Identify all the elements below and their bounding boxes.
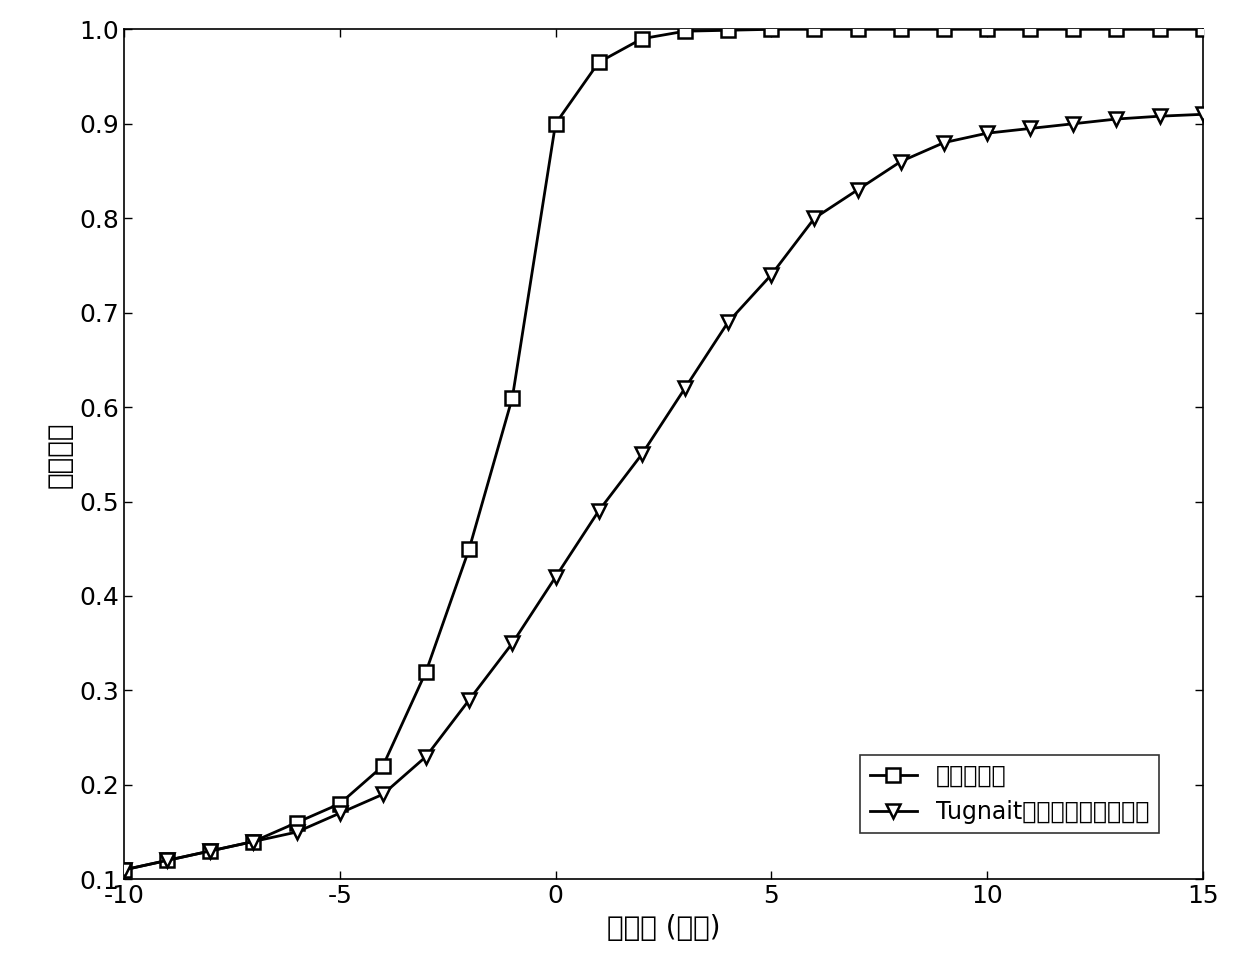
Tugnait提出的频谱感知方法 bbox=[461, 694, 476, 705]
Y-axis label: 检测概率: 检测概率 bbox=[46, 421, 73, 488]
Line: Tugnait提出的频谱感知方法: Tugnait提出的频谱感知方法 bbox=[117, 107, 1210, 876]
本发明方法 bbox=[591, 57, 606, 68]
Tugnait提出的频谱感知方法 bbox=[591, 505, 606, 517]
本发明方法 bbox=[376, 760, 391, 772]
Tugnait提出的频谱感知方法 bbox=[160, 855, 175, 867]
本发明方法 bbox=[980, 23, 994, 35]
Tugnait提出的频谱感知方法 bbox=[807, 212, 822, 224]
Legend: 本发明方法, Tugnait提出的频谱感知方法: 本发明方法, Tugnait提出的频谱感知方法 bbox=[861, 755, 1158, 833]
Tugnait提出的频谱感知方法 bbox=[332, 807, 347, 819]
Tugnait提出的频谱感知方法 bbox=[1023, 122, 1038, 134]
本发明方法 bbox=[117, 864, 131, 875]
Tugnait提出的频谱感知方法 bbox=[677, 382, 692, 394]
Tugnait提出的频谱感知方法 bbox=[419, 750, 434, 762]
Line: 本发明方法: 本发明方法 bbox=[117, 22, 1210, 876]
Tugnait提出的频谱感知方法 bbox=[1195, 108, 1210, 120]
本发明方法 bbox=[764, 23, 779, 35]
Tugnait提出的频谱感知方法 bbox=[548, 572, 563, 583]
本发明方法 bbox=[807, 23, 822, 35]
Tugnait提出的频谱感知方法 bbox=[893, 155, 908, 167]
本发明方法 bbox=[246, 835, 260, 847]
Tugnait提出的频谱感知方法 bbox=[505, 637, 520, 649]
本发明方法 bbox=[635, 33, 650, 45]
本发明方法 bbox=[548, 118, 563, 130]
本发明方法 bbox=[1066, 23, 1081, 35]
本发明方法 bbox=[160, 855, 175, 867]
Tugnait提出的频谱感知方法 bbox=[720, 317, 735, 328]
Tugnait提出的频谱感知方法 bbox=[289, 827, 304, 838]
Tugnait提出的频谱感知方法 bbox=[1066, 118, 1081, 130]
Tugnait提出的频谱感知方法 bbox=[635, 448, 650, 460]
Tugnait提出的频谱感知方法 bbox=[1152, 110, 1167, 122]
本发明方法 bbox=[893, 23, 908, 35]
X-axis label: 信噪比 (分贝): 信噪比 (分贝) bbox=[606, 913, 720, 942]
Tugnait提出的频谱感知方法 bbox=[764, 269, 779, 280]
本发明方法 bbox=[505, 392, 520, 404]
Tugnait提出的频谱感知方法 bbox=[246, 835, 260, 847]
本发明方法 bbox=[1109, 23, 1123, 35]
本发明方法 bbox=[851, 23, 866, 35]
本发明方法 bbox=[1195, 23, 1210, 35]
本发明方法 bbox=[419, 665, 434, 677]
本发明方法 bbox=[332, 798, 347, 810]
Tugnait提出的频谱感知方法 bbox=[1109, 113, 1123, 125]
Tugnait提出的频谱感知方法 bbox=[851, 184, 866, 195]
Tugnait提出的频谱感知方法 bbox=[376, 788, 391, 800]
本发明方法 bbox=[720, 24, 735, 36]
本发明方法 bbox=[203, 845, 218, 857]
本发明方法 bbox=[677, 25, 692, 37]
本发明方法 bbox=[1152, 23, 1167, 35]
Tugnait提出的频谱感知方法 bbox=[980, 127, 994, 139]
本发明方法 bbox=[289, 817, 304, 828]
Tugnait提出的频谱感知方法 bbox=[117, 864, 131, 875]
本发明方法 bbox=[936, 23, 951, 35]
本发明方法 bbox=[461, 543, 476, 555]
本发明方法 bbox=[1023, 23, 1038, 35]
Tugnait提出的频谱感知方法 bbox=[203, 845, 218, 857]
Tugnait提出的频谱感知方法 bbox=[936, 137, 951, 149]
